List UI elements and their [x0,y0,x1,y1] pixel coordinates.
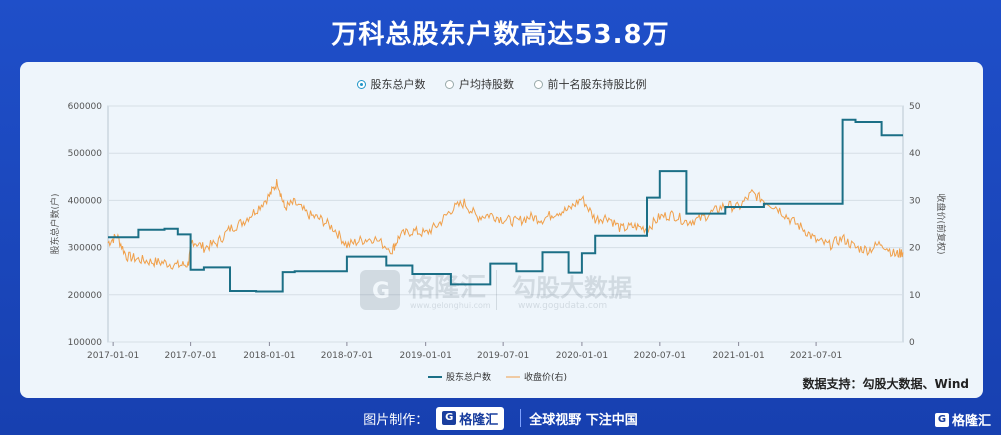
metric-radio-group: 股东总户数 户均持股数 前十名股东持股比例 [20,76,983,92]
radio-label: 股东总户数 [370,78,426,91]
radio-selected-icon [356,79,366,89]
data-source-note: 数据支持：勾股大数据、Wind [802,377,969,391]
y-left-tick-label: 100000 [68,338,103,348]
watermark-logo-letter: G [372,279,390,304]
y-left-tick-label: 500000 [68,149,103,159]
footer-slogan: 全球视野 下注中国 [529,412,638,428]
y-right-tick-label: 40 [909,149,921,159]
watermark-brand: 格隆汇 [408,272,486,303]
y-right-tick-label: 0 [909,338,915,348]
footer-bar: 图片制作： G 格隆汇 全球视野 下注中国 [0,404,1001,432]
chart-svg: G 格隆汇 www.gelonghui.com 勾股大数据 www.goguda… [49,102,947,383]
y-right-tick-label: 50 [909,102,921,112]
chart-panel: 股东总户数 户均持股数 前十名股东持股比例 G 格隆汇 www.gelonghu… [20,62,983,398]
watermark-logo-icon [360,270,400,310]
x-tick-label: 2021-07-01 [790,351,842,361]
watermark-partner-site: www.gogudata.com [518,301,607,311]
radio-top10-ratio[interactable]: 前十名股东持股比例 [533,76,647,92]
y-right-axis-title: 收盘价(前复权) [935,193,947,254]
radio-avg-shares[interactable]: 户均持股数 [445,76,514,92]
x-tick-label: 2018-07-01 [321,351,373,361]
y-left-tick-label: 600000 [68,102,103,112]
y-left-tick-label: 400000 [68,196,103,206]
x-tick-label: 2020-01-01 [556,351,608,361]
axes: 100000 200000 300000 400000 500000 600000 0 10 2… [49,102,947,361]
radio-total-holders[interactable]: 股东总户数 [356,76,426,92]
price-series-line [107,178,904,270]
plot-frame [107,105,904,343]
corner-brand: 格隆汇 [951,414,991,429]
watermark-site: www.gelonghui.com [410,301,491,310]
footer-divider [520,409,522,427]
x-tick-label: 2017-07-01 [164,351,216,361]
x-tick-label: 2021-01-01 [712,351,764,361]
y-right-tick-label: 30 [909,196,921,206]
watermark-divider [496,270,497,310]
grid-lines [107,105,904,343]
watermark: G 格隆汇 www.gelonghui.com 勾股大数据 www.goguda… [360,270,632,311]
x-tick-label: 2019-01-01 [400,351,452,361]
footer-made-by: 图片制作： [363,412,429,428]
holders-series-line [108,118,903,293]
radio-unselected-icon [445,79,454,89]
legend: 股东总户数 收盘价(右) [428,371,567,383]
x-tick-label: 2019-07-01 [477,351,529,361]
x-tick-label: 2020-07-01 [634,351,686,361]
y-right-tick-label: 10 [909,291,921,301]
legend-price-label: 收盘价(右) [524,371,567,383]
x-tick-label: 2017-01-01 [87,351,139,361]
y-left-tick-label: 200000 [68,291,103,301]
footer-logo: G 格隆汇 [436,406,505,430]
footer-brand: 格隆汇 [459,412,499,428]
y-right-tick-label: 20 [909,244,921,254]
watermark-partner: 勾股大数据 [512,274,632,302]
legend-holders-label: 股东总户数 [446,371,491,383]
corner-logo-icon: G [934,412,949,427]
page-title: 万科总股东户数高达53.8万 [331,20,670,50]
radio-label: 户均持股数 [459,78,514,91]
radio-label: 前十名股东持股比例 [547,78,647,91]
x-tick-label: 2018-01-01 [243,351,295,361]
corner-logo: G 格隆汇 [934,410,991,429]
brand-logo-icon: G [442,411,457,425]
y-left-axis-title: 股东总户数(户) [49,193,61,254]
y-left-tick-label: 300000 [68,244,103,254]
radio-unselected-icon [533,79,543,89]
